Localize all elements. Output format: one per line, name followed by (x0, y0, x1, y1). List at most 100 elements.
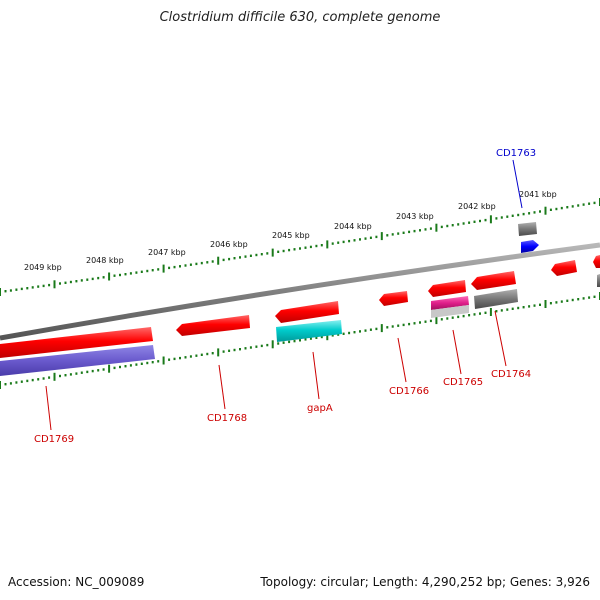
upper-scale-minor-tick (249, 254, 252, 257)
lower-scale-minor-tick (206, 352, 209, 356)
lower-scale-minor-tick (15, 381, 18, 384)
feature-cd1763-blue[interactable] (521, 240, 539, 253)
feature-gapa-cyan[interactable] (276, 320, 342, 342)
lower-scale-minor-tick (440, 318, 443, 321)
map-title: Clostridium difficile 630, complete geno… (159, 10, 441, 25)
upper-scale-minor-tick (359, 238, 361, 241)
feature-cd1765-red[interactable] (428, 280, 466, 297)
upper-scale-minor-tick (151, 269, 154, 272)
lower-scale-minor-tick (189, 355, 192, 358)
gene-label-cd1763[interactable]: CD1763 (496, 148, 536, 159)
lower-scale-minor-tick (566, 299, 569, 302)
feature-edge-red[interactable] (593, 255, 600, 268)
lower-scale-minor-tick (173, 357, 176, 361)
gene-label-cd1769[interactable]: CD1769 (34, 434, 74, 445)
lower-scale-minor-tick (522, 306, 525, 309)
feature-cd1766-red[interactable] (379, 291, 408, 306)
lower-scale-minor-tick (282, 341, 285, 344)
lower-scale-minor-tick (222, 350, 225, 353)
gene-label-cd1768[interactable]: CD1768 (207, 413, 247, 424)
lower-scale-minor-tick (577, 298, 580, 301)
callout-line-cd1764 (494, 310, 507, 367)
scale-label-2045: 2045 kbp (272, 231, 310, 240)
lower-scale-minor-tick (408, 322, 411, 326)
upper-scale-major-tick (0, 288, 1, 296)
upper-scale-minor-tick (91, 277, 94, 281)
upper-scale-minor-tick (135, 271, 138, 274)
upper-scale-minor-tick (31, 286, 34, 289)
lower-scale-minor-tick (260, 344, 263, 348)
lower-scale-minor-tick (517, 306, 520, 310)
upper-scale-minor-tick (75, 280, 78, 283)
lower-scale-minor-tick (102, 368, 105, 371)
lower-scale-minor-tick (315, 336, 318, 339)
feature-cd1764-gray[interactable] (474, 289, 518, 309)
callout-line-cd1763 (512, 159, 523, 209)
callout-line-gapa (312, 351, 320, 400)
lower-scale-minor-tick (9, 382, 12, 385)
upper-scale-minor-tick (64, 281, 67, 284)
feature-cd1765-magenta[interactable] (431, 296, 469, 310)
lower-scale-minor-tick (97, 369, 100, 372)
upper-scale-minor-tick (129, 272, 132, 275)
scale-label-2049: 2049 kbp (24, 263, 62, 272)
upper-scale-minor-tick (184, 264, 187, 267)
lower-scale-minor-tick (113, 366, 116, 370)
lower-scale-minor-tick (48, 376, 51, 379)
feature-cd1769-red[interactable] (0, 327, 153, 358)
feature-cd1764-red[interactable] (471, 271, 516, 290)
gene-label-cd1765[interactable]: CD1765 (443, 377, 483, 388)
lower-scale-minor-tick (462, 314, 465, 318)
feature-cd1768-red[interactable] (176, 315, 250, 336)
upper-scale-minor-tick (195, 262, 198, 266)
upper-scale-minor-tick (244, 255, 247, 258)
upper-scale-minor-tick (293, 248, 296, 251)
scale-label-2043: 2043 kbp (396, 212, 434, 221)
upper-scale-minor-tick (80, 279, 83, 282)
upper-scale-minor-tick (299, 247, 301, 250)
upper-scale-minor-tick (500, 216, 503, 219)
feature-right-red[interactable] (551, 260, 577, 276)
upper-scale-minor-tick (577, 204, 580, 207)
upper-scale-minor-tick (42, 284, 45, 288)
callout-line-cd1766 (397, 337, 407, 383)
lower-scale-minor-tick (446, 317, 449, 320)
upper-scale-minor-tick (266, 252, 269, 255)
feature-edge-gray[interactable] (597, 274, 600, 287)
upper-scale-minor-tick (348, 239, 351, 243)
lower-scale-minor-tick (168, 358, 171, 361)
feature-cd1763-top[interactable] (518, 222, 537, 236)
lower-scale-minor-tick (386, 326, 389, 329)
upper-scale-minor-tick (97, 276, 100, 280)
lower-scale-minor-tick (484, 311, 487, 314)
lower-scale-minor-tick (42, 377, 45, 380)
lower-scale-major-tick (435, 316, 438, 325)
scale-label-2042: 2042 kbp (458, 202, 496, 211)
gene-label-cd1764[interactable]: CD1764 (491, 369, 531, 380)
upper-scale-minor-tick (119, 273, 121, 277)
lower-scale-minor-tick (37, 378, 40, 381)
gene-label-cd1766[interactable]: CD1766 (389, 386, 429, 397)
upper-scale-minor-tick (446, 224, 449, 228)
upper-scale-minor-tick (20, 287, 23, 291)
upper-scale-minor-tick (255, 253, 258, 257)
upper-scale-minor-tick (200, 261, 203, 265)
feature-cd1769-violet[interactable] (0, 345, 155, 376)
upper-scale-minor-tick (566, 206, 569, 209)
upper-scale-minor-tick (457, 223, 460, 226)
lower-scale-minor-tick (135, 363, 138, 366)
lower-scale-minor-tick (353, 331, 356, 334)
upper-scale-major-tick (217, 256, 220, 265)
lower-scale-major-tick (108, 364, 111, 373)
lower-scale-minor-tick (75, 372, 78, 375)
feature-gapa-red[interactable] (275, 301, 339, 323)
lower-scale-minor-tick (59, 374, 61, 378)
upper-scale-minor-tick (211, 260, 214, 263)
lower-scale-major-tick (380, 324, 383, 333)
lower-scale-minor-tick (244, 347, 247, 350)
gene-label-gapa[interactable]: gapA (307, 403, 333, 414)
feature-cd1765-light[interactable] (431, 305, 469, 318)
upper-scale-minor-tick (549, 208, 552, 211)
lower-scale-minor-tick (184, 356, 187, 359)
